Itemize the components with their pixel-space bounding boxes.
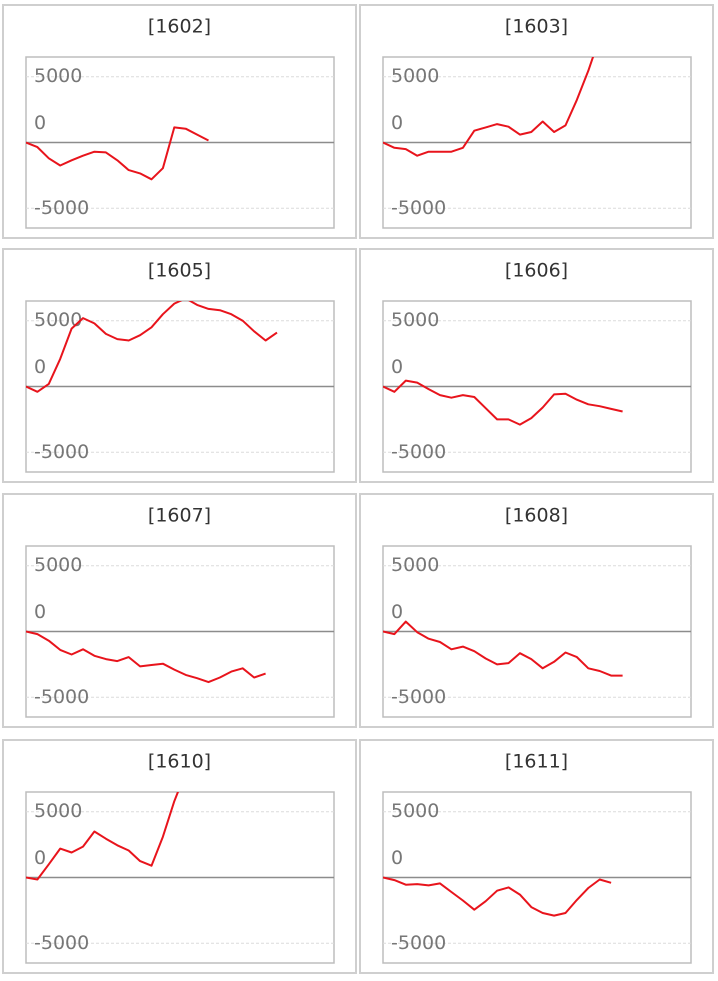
data-line <box>26 630 266 684</box>
y-tick-label: 0 <box>391 356 403 378</box>
data-line <box>383 379 623 426</box>
y-tick-label: -5000 <box>34 441 89 463</box>
data-line <box>26 301 278 393</box>
chart-title: [1606] <box>505 260 568 282</box>
chart-panel: [1602] -5000 0 5000 <box>2 4 357 239</box>
data-line <box>26 126 209 181</box>
chart-title: [1608] <box>505 505 568 527</box>
chart-panel: [1610] -5000 0 5000 <box>2 739 357 974</box>
y-tick-label: -5000 <box>34 686 89 708</box>
chart-panel: [1607] -5000 0 5000 <box>2 493 357 728</box>
y-tick-label: 5000 <box>391 65 439 87</box>
y-tick-label: 0 <box>391 112 403 134</box>
chart-panel: [1606] -5000 0 5000 <box>359 248 714 483</box>
y-tick-label: -5000 <box>34 197 89 219</box>
y-tick-label: 5000 <box>34 554 82 576</box>
y-tick-label: 5000 <box>391 800 439 822</box>
y-tick-label: 5000 <box>34 309 82 331</box>
y-tick-label: 0 <box>34 847 46 869</box>
chart-title: [1610] <box>148 751 211 773</box>
y-tick-label: -5000 <box>391 686 446 708</box>
chart-panel: [1605] -5000 0 5000 <box>2 248 357 483</box>
y-tick-label: 5000 <box>34 800 82 822</box>
y-tick-label: 5000 <box>34 65 82 87</box>
y-tick-label: 0 <box>34 112 46 134</box>
y-tick-label: 0 <box>391 847 403 869</box>
y-tick-label: 0 <box>391 601 403 623</box>
chart-title: [1611] <box>505 751 568 773</box>
chart-title: [1607] <box>148 505 211 527</box>
chart-title: [1602] <box>148 16 211 38</box>
chart-panel: [1608] -5000 0 5000 <box>359 493 714 728</box>
data-line <box>383 57 595 157</box>
y-tick-label: -5000 <box>34 932 89 954</box>
y-tick-label: 5000 <box>391 309 439 331</box>
y-tick-label: -5000 <box>391 197 446 219</box>
y-tick-label: -5000 <box>391 441 446 463</box>
chart-title: [1605] <box>148 260 211 282</box>
chart-panel: [1603] -5000 0 5000 <box>359 4 714 239</box>
data-line <box>383 876 612 917</box>
y-tick-label: 0 <box>34 601 46 623</box>
data-line <box>383 620 623 677</box>
y-tick-label: 0 <box>34 356 46 378</box>
chart-title: [1603] <box>505 16 568 38</box>
y-tick-label: 5000 <box>391 554 439 576</box>
y-tick-label: -5000 <box>391 932 446 954</box>
data-line <box>26 792 180 881</box>
chart-panel: [1611] -5000 0 5000 <box>359 739 714 974</box>
